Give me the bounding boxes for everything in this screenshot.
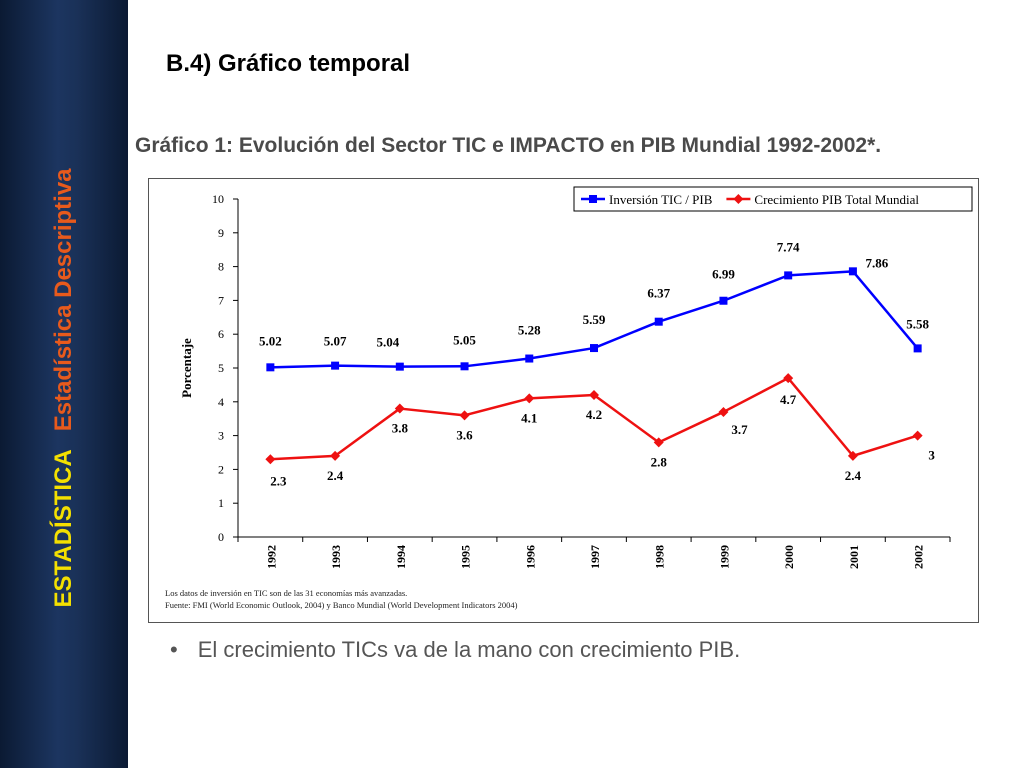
legend-item-1: Inversión TIC / PIB — [581, 192, 713, 207]
data-point — [459, 410, 470, 421]
data-point — [654, 317, 663, 326]
data-point — [394, 403, 405, 414]
data-point — [395, 362, 404, 371]
chart-title: Gráfico 1: Evolución del Sector TIC e IM… — [135, 134, 882, 157]
data-label: 5.28 — [518, 323, 541, 338]
data-point — [848, 267, 857, 276]
y-tick-label: 9 — [218, 226, 224, 240]
y-axis-label: Porcentaje — [179, 338, 194, 398]
data-label: 7.86 — [866, 255, 889, 270]
legend-marker — [589, 195, 597, 203]
legend-marker — [733, 194, 744, 204]
note-line-1: Los datos de inversión en TIC son de las… — [165, 588, 408, 598]
legend-label: Crecimiento PIB Total Mundial — [754, 192, 919, 207]
data-point — [784, 271, 793, 280]
data-point — [783, 373, 794, 384]
x-tick-label: 1993 — [329, 545, 343, 569]
y-tick-label: 2 — [218, 462, 224, 476]
y-tick-label: 8 — [218, 260, 224, 274]
data-point — [590, 344, 598, 353]
data-point — [847, 450, 858, 461]
legend: Inversión TIC / PIB Crecimiento PIB Total… — [573, 186, 973, 212]
x-tick-label: 1996 — [523, 545, 537, 569]
y-tick-label: 7 — [218, 293, 224, 307]
data-label: 4.1 — [521, 410, 537, 425]
data-label: 2.4 — [327, 468, 344, 483]
chart-notes: Los datos de inversión en TIC son de las… — [165, 587, 518, 611]
data-point — [589, 390, 599, 401]
y-tick-label: 3 — [218, 429, 224, 443]
data-point — [460, 362, 469, 371]
data-label: 5.59 — [583, 312, 606, 327]
sidebar-sub-label: Estadística Descriptiva — [50, 168, 77, 432]
x-tick-label: 1994 — [394, 545, 408, 569]
data-point — [265, 454, 276, 465]
data-label: 5.02 — [259, 333, 282, 348]
data-label: 6.37 — [647, 286, 670, 301]
y-tick-label: 1 — [218, 496, 224, 510]
bullet-text: El crecimiento TICs va de la mano con cr… — [197, 637, 741, 662]
data-point — [525, 354, 534, 363]
x-tick-label: 2002 — [912, 545, 926, 569]
data-label: 3.7 — [731, 422, 748, 437]
y-tick-label: 10 — [212, 192, 224, 206]
data-label: 5.05 — [453, 332, 476, 347]
x-tick-label: 1992 — [264, 545, 278, 569]
data-point — [331, 361, 340, 370]
legend-label: Inversión TIC / PIB — [609, 192, 713, 207]
slide-heading: B.4) Gráfico temporal — [166, 50, 411, 77]
data-label: 5.58 — [906, 316, 929, 331]
series-2: 2.3 2.4 3.8 3.6 4.1 4.2 2.8 3.7 4.7 2.4 3 — [265, 373, 935, 488]
data-label: 2.8 — [651, 454, 668, 469]
x-tick-label: 2000 — [782, 545, 796, 569]
x-tick-label: 1995 — [459, 545, 473, 569]
data-label: 5.04 — [376, 335, 399, 350]
data-point — [330, 450, 341, 461]
data-label: 3.6 — [456, 427, 473, 442]
data-label: 7.74 — [777, 239, 800, 254]
x-tick-label: 1999 — [717, 545, 731, 569]
data-label: 3 — [928, 448, 935, 463]
x-tick-label: 2001 — [847, 545, 861, 569]
data-label: 4.7 — [780, 392, 797, 407]
data-point — [266, 363, 275, 372]
y-tick-label: 4 — [218, 395, 224, 409]
sidebar-vertical-title: ESTADÍSTICA Estadística Descriptiva — [50, 168, 78, 607]
data-label: 3.8 — [392, 421, 409, 436]
y-tick-label: 5 — [218, 361, 224, 375]
data-label: 6.99 — [712, 267, 735, 282]
bullet-icon: • — [170, 637, 178, 662]
data-point — [718, 406, 729, 417]
bullet-point: • El crecimiento TICs va de la mano con c… — [170, 637, 740, 663]
sidebar: ESTADÍSTICA Estadística Descriptiva — [0, 0, 128, 768]
data-label: 2.4 — [845, 468, 862, 483]
data-label: 5.07 — [324, 334, 347, 349]
chart-frame: 0 1 2 3 4 5 6 7 8 9 10 Porcentaje 1992 1993 1994 1995 19… — [148, 178, 979, 623]
x-tick-label: 1997 — [588, 545, 602, 569]
legend-box — [573, 186, 973, 212]
series-1: 5.02 5.07 5.04 5.05 5.28 5.59 6.37 6.99 7.74 7.86… — [259, 239, 930, 372]
legend-item-2: Crecimiento PIB Total Mundial — [726, 192, 919, 207]
y-tick-label: 6 — [218, 327, 224, 341]
data-label: 4.2 — [586, 407, 602, 422]
note-line-2: Fuente: FMI (World Economic Outlook, 200… — [165, 600, 518, 610]
data-point — [719, 296, 728, 305]
data-point — [524, 393, 535, 404]
y-tick-label: 0 — [218, 530, 224, 544]
x-tick-label: 1998 — [653, 545, 667, 569]
line-chart: 0 1 2 3 4 5 6 7 8 9 10 Porcentaje 1992 1993 1994 1995 19… — [179, 186, 973, 569]
data-point — [912, 430, 923, 441]
sidebar-main-label: ESTADÍSTICA — [50, 449, 77, 608]
data-label: 2.3 — [270, 473, 287, 488]
data-point — [913, 344, 922, 353]
data-point — [653, 437, 664, 448]
